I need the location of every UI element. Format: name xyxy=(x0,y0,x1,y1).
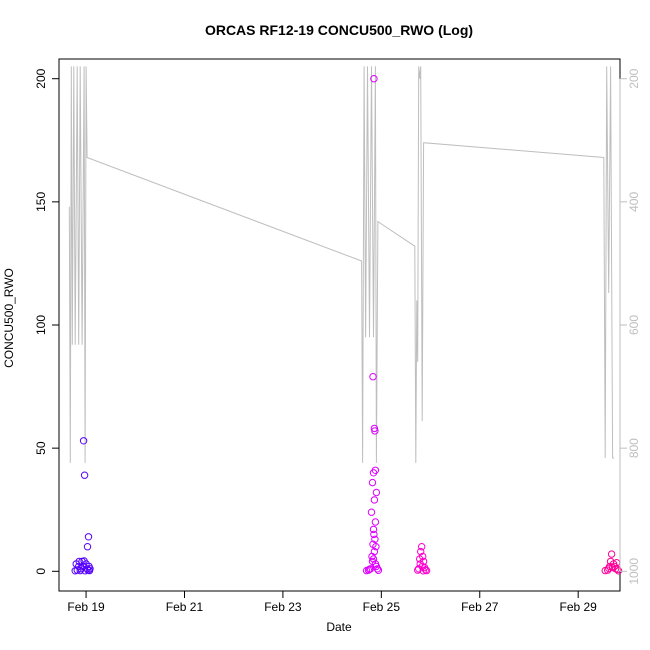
data-point xyxy=(369,373,377,381)
data-point xyxy=(371,427,379,435)
y2-tick-label: 200 xyxy=(627,68,641,88)
x-tick-label: Feb 19 xyxy=(67,600,105,614)
data-point xyxy=(372,488,381,497)
x-axis: Feb 19 Feb 21 Feb 23 Feb 25 Feb 27 Feb 29 xyxy=(67,590,597,614)
y2-tick-label: 400 xyxy=(627,192,641,212)
data-point xyxy=(81,567,89,575)
y2-axis-right: 200 400 600 800 1000 xyxy=(619,68,641,585)
data-point xyxy=(365,565,374,573)
data-point xyxy=(370,75,378,83)
x-tick-label: Feb 29 xyxy=(559,600,597,614)
data-point xyxy=(85,566,94,575)
x-tick-label: Feb 21 xyxy=(166,600,204,614)
trace-layer xyxy=(68,66,615,463)
trace-line xyxy=(68,66,615,463)
y-tick-label: 0 xyxy=(34,568,48,575)
data-point xyxy=(369,469,378,477)
x-tick-label: Feb 23 xyxy=(264,600,302,614)
data-point xyxy=(605,564,613,572)
data-point xyxy=(76,566,84,575)
data-point xyxy=(79,437,88,445)
data-point xyxy=(71,567,79,575)
data-point xyxy=(415,565,423,573)
data-point xyxy=(422,566,431,575)
data-point xyxy=(83,565,91,573)
data-point xyxy=(367,508,376,516)
y-tick-label: 200 xyxy=(34,68,48,88)
data-point xyxy=(416,555,424,563)
points-layer xyxy=(71,75,623,575)
y2-tick-label: 600 xyxy=(627,315,641,335)
y-tick-label: 50 xyxy=(34,441,48,455)
data-point xyxy=(369,525,378,534)
y-tick-label: 100 xyxy=(34,315,48,335)
data-point xyxy=(374,566,383,574)
data-point xyxy=(75,557,83,566)
x-tick-label: Feb 27 xyxy=(461,600,499,614)
x-tick-label: Feb 25 xyxy=(363,600,401,614)
data-point xyxy=(370,496,379,504)
data-point xyxy=(373,565,382,573)
data-point xyxy=(80,557,88,565)
y2-tick-label: 1000 xyxy=(627,558,641,585)
chart-title: ORCAS RF12-19 CONCU500_RWO (Log) xyxy=(205,22,473,38)
data-point xyxy=(84,533,93,541)
data-point xyxy=(80,471,89,479)
data-point xyxy=(418,543,426,551)
y2-tick-label: 800 xyxy=(627,438,641,458)
data-point xyxy=(613,565,622,573)
data-point xyxy=(370,530,378,539)
y-tick-label: 150 xyxy=(34,192,48,212)
data-point xyxy=(83,543,92,551)
data-point xyxy=(371,518,380,526)
y-axis-label: CONCU500_RWO xyxy=(2,268,16,368)
x-axis-label: Date xyxy=(326,620,352,634)
data-point xyxy=(368,478,377,487)
data-point xyxy=(419,567,427,575)
data-point xyxy=(414,566,422,574)
data-point xyxy=(417,547,425,556)
data-point xyxy=(607,550,616,558)
data-point xyxy=(371,535,379,543)
data-point xyxy=(416,560,424,568)
y-axis: 0 50 100 150 200 xyxy=(34,68,60,575)
data-point xyxy=(372,543,380,551)
